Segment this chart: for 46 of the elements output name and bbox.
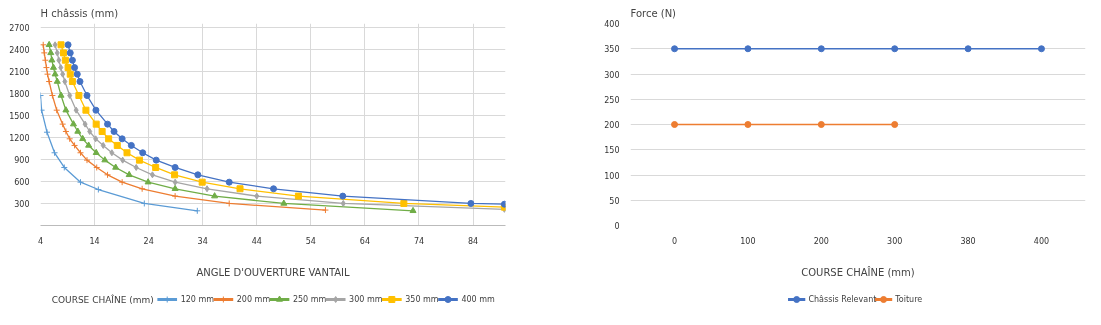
x-tick-label: 54 [305, 236, 316, 246]
y-tick-label: 1200 [9, 133, 30, 143]
x-tick-label: 4 [37, 236, 44, 246]
legend-title: COURSE CHAÎNE (mm) [51, 293, 154, 305]
x-tick-label: 400 [1033, 236, 1050, 246]
y-tick-label: 1500 [9, 111, 30, 121]
x-axis-title: COURSE CHAÎNE (mm) [801, 265, 915, 278]
y-tick-label: 900 [14, 155, 30, 165]
y-tick-label: 150 [604, 146, 620, 156]
x-tick-label: 74 [413, 236, 425, 246]
y-tick-label: 200 [604, 121, 620, 130]
y-tick-label: 2400 [9, 45, 30, 55]
x-tick-label: 84 [467, 236, 479, 246]
y-tick-label: 600 [14, 177, 30, 187]
y-tick-label: 400 [604, 20, 620, 29]
y-tick-label: 50 [609, 196, 620, 206]
y-tick-label: 2700 [9, 23, 30, 33]
x-axis-title: ANGLE D'OUVERTURE VANTAIL [196, 266, 351, 278]
y-tick-label: 2100 [9, 67, 30, 77]
legend-label: Toiture [894, 295, 923, 304]
x-tick-label: 64 [359, 236, 371, 246]
legend-label: 400 mm [461, 295, 496, 304]
x-tick-label: 380 [960, 236, 976, 246]
y-tick-label: 0 [614, 222, 620, 231]
legend-label: 350 mm [405, 295, 439, 304]
y-axis-title: Force (N) [630, 7, 677, 19]
legend-label: 300 mm [349, 295, 383, 304]
legend-label: 200 mm [236, 295, 271, 304]
y-tick-label: 350 [604, 45, 620, 55]
y-tick-label: 1800 [9, 89, 30, 99]
x-tick-label: 300 [887, 236, 903, 246]
legend-label: 120 mm [180, 295, 215, 304]
x-tick-label: 14 [89, 236, 100, 246]
legend-label: Châssis Relevant [808, 295, 877, 304]
y-tick-label: 100 [604, 171, 620, 181]
legend-label: 250 mm [292, 295, 327, 304]
x-tick-label: 44 [251, 236, 262, 246]
y-axis-title: H châssis (mm) [40, 7, 119, 19]
x-tick-label: 100 [740, 236, 756, 246]
x-tick-label: 0 [671, 236, 678, 246]
x-tick-label: 200 [813, 236, 829, 246]
x-tick-label: 34 [197, 236, 208, 246]
y-tick-label: 300 [604, 70, 620, 80]
y-tick-label: 300 [14, 199, 30, 209]
x-tick-label: 24 [143, 236, 154, 246]
y-tick-label: 250 [604, 95, 620, 105]
